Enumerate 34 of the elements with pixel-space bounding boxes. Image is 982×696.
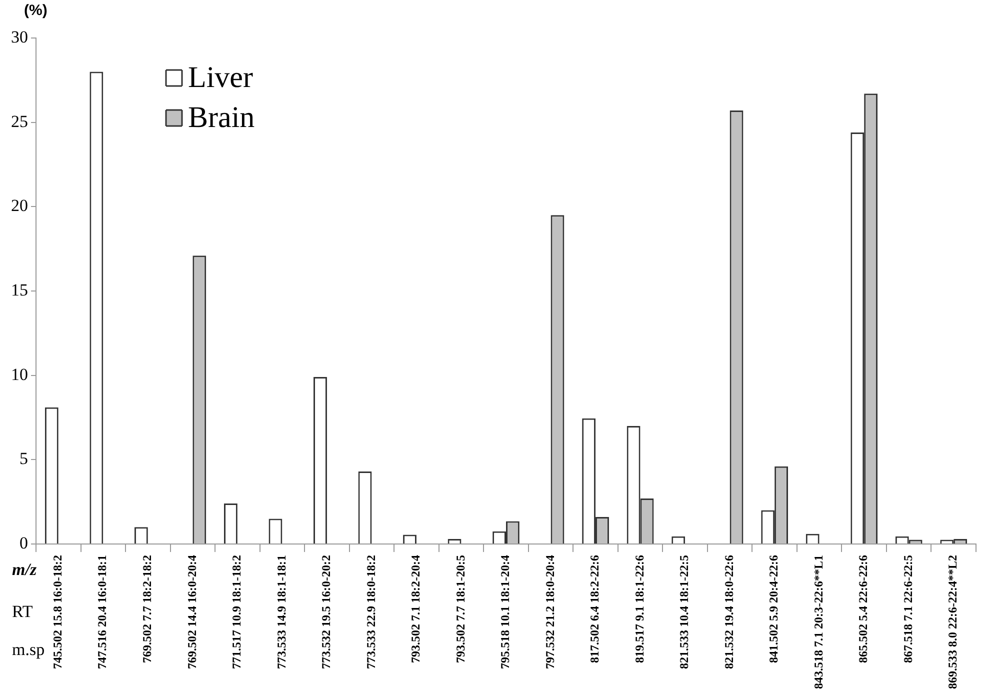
x-tick-label: 795.518 10.1 18:1-20:4 [498, 555, 512, 670]
x-tick-label: 843.518 7.1 20:3-22:6**L1 [811, 555, 826, 690]
y-tick-label: 15 [11, 280, 28, 300]
legend-label: Brain [188, 100, 255, 134]
x-tick-label: 769.502 14.4 16:0-20:4 [184, 555, 199, 670]
x-tick-label: 869.533 8.0 22:6-22:4**L2 [946, 555, 960, 690]
y-tick-label: 30 [11, 27, 28, 46]
y-tick-label: 5 [20, 449, 28, 468]
x-tick-label: 769.502 7.7 18:2-18:2 [140, 555, 154, 664]
x-tick-label: 841.502 5.9 20:4-22:6 [766, 555, 781, 664]
x-tick-label: 745.502 15.8 16:0-18:2 [50, 555, 64, 670]
x-tick-label: 793.502 7.1 18:2-20:4 [408, 555, 423, 664]
x-tick-label: 819.517 9.1 18:1-22:6 [632, 555, 646, 664]
x-tick-label: 773.533 14.9 18:1-18:1 [274, 555, 288, 670]
x-tick-label: 797.532 21.2 18:0-20:4 [542, 555, 557, 670]
x-tick-label: 773.532 19.5 16:0-20:2 [319, 555, 334, 670]
x-tick-label: 771.517 10.9 18:1-18:2 [230, 555, 244, 670]
text: m.sp [12, 640, 45, 660]
y-tick-label: 20 [11, 196, 28, 216]
y-tick-label: 10 [11, 364, 28, 384]
x-tick-label: 817.502 6.4 18:2-22:6 [588, 555, 602, 664]
text: m/z [12, 560, 37, 580]
x-tick-label: 793.502 7.7 18:1-20:5 [453, 555, 468, 664]
x-tick-label: 821.532 19.4 18:0-22:6 [722, 555, 736, 670]
x-tick-label: 865.502 5.4 22:6-22:6 [856, 555, 870, 664]
y-axis-title: (%) [24, 2, 48, 19]
text: Liver [188, 60, 253, 94]
x-tick-label: 821.533 10.4 18:1-22:5 [677, 555, 692, 670]
x-tick-label: 747.516 20.4 16:0-18:1 [95, 555, 110, 670]
y-tick-label: 25 [11, 112, 28, 131]
x-tick-label: 773.533 22.9 18:0-18:2 [364, 555, 378, 670]
text: RT [12, 602, 33, 622]
x-tick-label: 867.518 7.1 22:6-22:5 [900, 555, 915, 664]
y-tick-label: 0 [20, 533, 28, 552]
